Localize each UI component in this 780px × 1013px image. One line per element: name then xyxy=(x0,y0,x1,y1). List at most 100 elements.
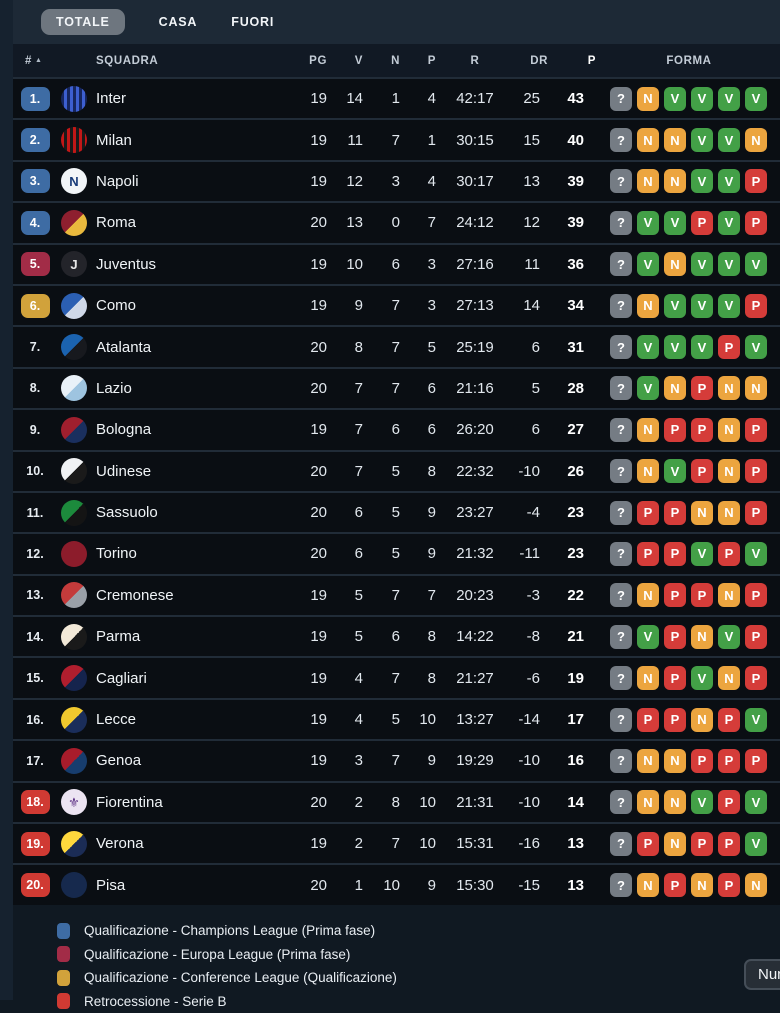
form-result-badge[interactable]: P xyxy=(718,748,740,773)
tab-totale[interactable]: TOTALE xyxy=(41,9,125,35)
form-next-match-badge[interactable]: ? xyxy=(610,666,632,691)
team-name[interactable]: Atalanta xyxy=(96,338,152,356)
table-row[interactable]: 1. Inter 19 14 1 4 42:17 25 43? N V V V V xyxy=(13,77,780,119)
team-name[interactable]: Verona xyxy=(96,835,144,853)
form-result-badge[interactable]: N xyxy=(637,86,659,111)
team-name[interactable]: Cagliari xyxy=(96,669,147,687)
table-row[interactable]: 20. Pisa 20 1 10 9 15:30 -15 13? N P N P N xyxy=(13,863,780,905)
form-next-match-badge[interactable]: ? xyxy=(610,541,632,566)
form-next-match-badge[interactable]: ? xyxy=(610,873,632,898)
form-result-badge[interactable]: N xyxy=(718,583,740,608)
form-result-badge[interactable]: N xyxy=(637,459,659,484)
form-result-badge[interactable]: P xyxy=(718,831,740,856)
form-result-badge[interactable]: V xyxy=(691,666,713,691)
form-result-badge[interactable]: N xyxy=(718,417,740,442)
form-result-badge[interactable]: N xyxy=(718,666,740,691)
form-next-match-badge[interactable]: ? xyxy=(610,831,632,856)
form-result-badge[interactable]: N xyxy=(637,666,659,691)
form-next-match-badge[interactable]: ? xyxy=(610,293,632,318)
form-next-match-badge[interactable]: ? xyxy=(610,707,632,732)
form-result-badge[interactable]: V xyxy=(691,293,713,318)
form-result-badge[interactable]: P xyxy=(637,500,659,525)
form-result-badge[interactable]: N xyxy=(637,293,659,318)
form-result-badge[interactable]: N xyxy=(664,790,686,815)
form-result-badge[interactable]: V xyxy=(664,459,686,484)
table-row[interactable]: 6. Como 19 9 7 3 27:13 14 34? N V V V P xyxy=(13,283,780,326)
form-result-badge[interactable]: V xyxy=(691,128,713,153)
form-result-badge[interactable]: P xyxy=(718,707,740,732)
team-name[interactable]: Lazio xyxy=(96,379,132,397)
header-rank[interactable]: # ▲ xyxy=(13,55,57,67)
form-result-badge[interactable]: V xyxy=(691,252,713,277)
form-next-match-badge[interactable]: ? xyxy=(610,376,632,401)
form-result-badge[interactable]: V xyxy=(664,335,686,360)
form-result-badge[interactable]: V xyxy=(745,541,767,566)
form-result-badge[interactable]: P xyxy=(745,500,767,525)
form-result-badge[interactable]: V xyxy=(691,335,713,360)
team-name[interactable]: Milan xyxy=(96,131,132,149)
form-result-badge[interactable]: N xyxy=(691,500,713,525)
form-result-badge[interactable]: V xyxy=(718,86,740,111)
team-name[interactable]: Torino xyxy=(96,545,137,563)
table-row[interactable]: 10. Udinese 20 7 5 8 22:32 -10 26? N V P N P xyxy=(13,449,780,491)
form-result-badge[interactable]: V xyxy=(745,86,767,111)
team-name[interactable]: Pisa xyxy=(96,876,126,894)
form-result-badge[interactable]: P xyxy=(691,583,713,608)
form-result-badge[interactable]: V xyxy=(718,210,740,235)
form-result-badge[interactable]: V xyxy=(664,210,686,235)
team-name[interactable]: Inter xyxy=(96,90,127,108)
table-row[interactable]: 13. Cremonese 19 5 7 7 20:23 -3 22? N P P N P xyxy=(13,573,780,616)
form-result-badge[interactable]: V xyxy=(691,541,713,566)
form-result-badge[interactable]: N xyxy=(691,873,713,898)
form-result-badge[interactable]: P xyxy=(691,210,713,235)
form-result-badge[interactable]: N xyxy=(664,748,686,773)
form-result-badge[interactable]: N xyxy=(745,128,767,153)
form-next-match-badge[interactable]: ? xyxy=(610,624,632,649)
form-result-badge[interactable]: N xyxy=(637,128,659,153)
team-name[interactable]: Parma xyxy=(96,628,141,646)
form-result-badge[interactable]: N xyxy=(691,624,713,649)
header-squadra[interactable]: SQUADRA xyxy=(96,54,159,67)
form-result-badge[interactable]: N xyxy=(637,417,659,442)
form-result-badge[interactable]: N xyxy=(637,583,659,608)
form-next-match-badge[interactable]: ? xyxy=(610,252,632,277)
form-result-badge[interactable]: V xyxy=(691,169,713,194)
team-name[interactable]: Roma xyxy=(96,214,137,232)
form-result-badge[interactable]: P xyxy=(745,583,767,608)
form-result-badge[interactable]: N xyxy=(664,252,686,277)
form-result-badge[interactable]: P xyxy=(691,376,713,401)
header-forma[interactable]: FORMA xyxy=(666,54,712,67)
table-row[interactable]: 2. Milan 19 11 7 1 30:15 15 40? N N V V N xyxy=(13,118,780,160)
form-result-badge[interactable]: N xyxy=(718,500,740,525)
team-name[interactable]: Napoli xyxy=(96,172,139,190)
form-result-badge[interactable]: V xyxy=(637,376,659,401)
form-result-badge[interactable]: P xyxy=(691,417,713,442)
table-row[interactable]: 17. Genoa 19 3 7 9 19:29 -10 16? N N P P P xyxy=(13,739,780,781)
form-result-badge[interactable]: V xyxy=(637,335,659,360)
form-result-badge[interactable]: N xyxy=(637,873,659,898)
header-points[interactable]: P xyxy=(587,54,596,67)
form-next-match-badge[interactable]: ? xyxy=(610,417,632,442)
table-row[interactable]: 9. Bologna 19 7 6 6 26:20 6 27? N P P N P xyxy=(13,408,780,450)
form-result-badge[interactable]: V xyxy=(664,86,686,111)
form-result-badge[interactable]: V xyxy=(745,831,767,856)
form-result-badge[interactable]: P xyxy=(664,707,686,732)
header-dr[interactable]: DR xyxy=(530,54,548,67)
table-row[interactable]: 11. Sassuolo 20 6 5 9 23:27 -4 23? P P N N P xyxy=(13,490,780,533)
form-result-badge[interactable]: N xyxy=(745,376,767,401)
form-result-badge[interactable]: V xyxy=(691,790,713,815)
header-p[interactable]: P xyxy=(427,54,436,67)
form-result-badge[interactable]: V xyxy=(664,293,686,318)
form-result-badge[interactable]: V xyxy=(637,210,659,235)
table-row[interactable]: 18. ⚜ Fiorentina 20 2 8 10 21:31 -10 14? N N V P V xyxy=(13,780,780,823)
form-result-badge[interactable]: P xyxy=(664,541,686,566)
form-result-badge[interactable]: V xyxy=(745,707,767,732)
team-name[interactable]: Bologna xyxy=(96,421,152,439)
form-result-badge[interactable]: P xyxy=(664,500,686,525)
table-row[interactable]: 7. Atalanta 20 8 7 5 25:19 6 31? V V V P V xyxy=(13,325,780,367)
header-r[interactable]: R xyxy=(470,54,480,67)
form-next-match-badge[interactable]: ? xyxy=(610,128,632,153)
table-row[interactable]: 5. J Juventus 19 10 6 3 27:16 11 36? V N V V V xyxy=(13,242,780,284)
header-v[interactable]: V xyxy=(354,54,363,67)
team-name[interactable]: Sassuolo xyxy=(96,504,158,522)
